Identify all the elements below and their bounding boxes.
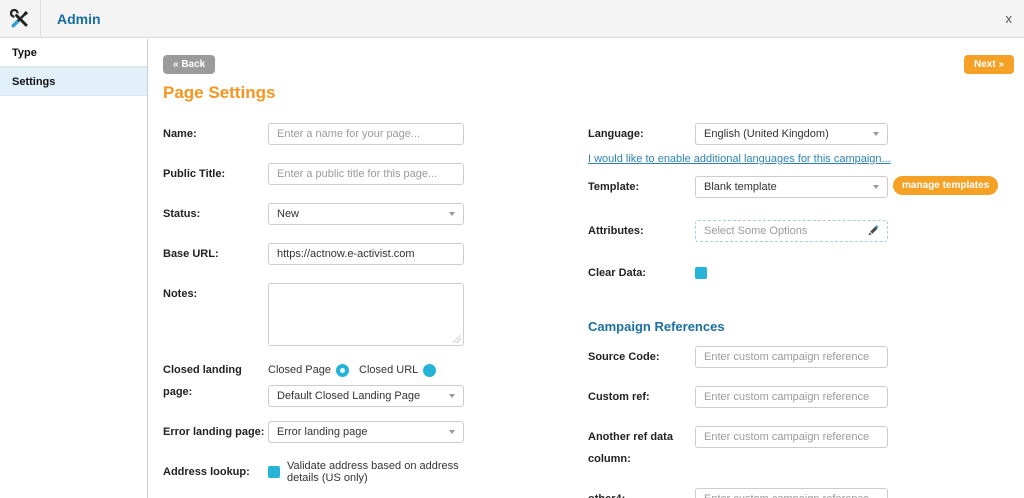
status-row: Status: New: [163, 203, 483, 225]
public-title-row: Public Title:: [163, 163, 483, 185]
status-select-value: New: [277, 208, 300, 220]
resize-grip-icon[interactable]: [452, 334, 461, 343]
public-title-input[interactable]: [268, 163, 464, 185]
closed-url-option-label: Closed URL: [359, 364, 419, 376]
notes-label: Notes:: [163, 288, 198, 300]
address-lookup-checkbox[interactable]: [268, 466, 280, 478]
custom-ref-input[interactable]: [695, 386, 888, 408]
source-code-input[interactable]: [695, 346, 888, 368]
address-lookup-field: Validate address based on address detail…: [268, 460, 483, 484]
name-input[interactable]: [268, 123, 464, 145]
clear-data-row: Clear Data:: [588, 262, 1024, 284]
pencil-icon[interactable]: [867, 225, 879, 237]
other4-input[interactable]: [695, 488, 888, 498]
status-select[interactable]: New: [268, 203, 464, 225]
template-select-value: Blank template: [704, 181, 777, 193]
closed-landing-label: Closed landing page:: [163, 364, 242, 398]
closed-landing-radios: Closed Page Closed URL: [268, 361, 464, 379]
template-row: Template: Blank template manage template…: [588, 176, 1024, 198]
settings-left-column: Name: Public Title: Status: New Base URL…: [163, 116, 483, 498]
closed-landing-select[interactable]: Default Closed Landing Page: [268, 385, 464, 407]
base-url-input[interactable]: [268, 243, 464, 265]
another-ref-row: Another ref data column:: [588, 426, 1024, 470]
sidebar-item-settings[interactable]: Settings: [0, 67, 147, 96]
page-title: Page Settings: [163, 83, 276, 102]
next-button[interactable]: Next »: [963, 55, 1014, 74]
closed-page-option-label: Closed Page: [268, 364, 331, 376]
close-icon[interactable]: x: [1005, 11, 1013, 26]
closed-page-radio[interactable]: [336, 363, 349, 377]
address-lookup-text: Validate address based on address detail…: [287, 460, 459, 484]
clear-data-checkbox[interactable]: [695, 267, 707, 279]
public-title-label: Public Title:: [163, 168, 226, 180]
name-label: Name:: [163, 128, 197, 140]
sidebar: Type Settings: [0, 39, 148, 498]
back-button[interactable]: « Back: [163, 55, 216, 74]
other4-label: other4:: [588, 488, 695, 498]
additional-languages-link[interactable]: I would like to enable additional langua…: [588, 153, 891, 165]
chevron-down-icon: [873, 185, 879, 189]
other4-row: other4:: [588, 488, 1024, 498]
app-header: Admin x: [0, 0, 1024, 38]
status-label: Status:: [163, 208, 201, 220]
notes-textarea[interactable]: [268, 283, 464, 346]
language-select[interactable]: English (United Kingdom): [695, 123, 888, 145]
source-code-row: Source Code:: [588, 346, 1024, 368]
tools-icon: [0, 0, 41, 38]
custom-ref-label: Custom ref:: [588, 391, 650, 403]
chevron-down-icon: [873, 132, 879, 136]
manage-templates-button[interactable]: manage templates: [893, 176, 999, 195]
main-content: « Back Next » Page Settings Name: Public…: [149, 39, 1024, 498]
chevron-down-icon: [449, 212, 455, 216]
settings-right-column: Language: English (United Kingdom) I wou…: [588, 116, 1024, 498]
chevron-down-icon: [449, 430, 455, 434]
error-landing-row: Error landing page: Error landing page: [163, 421, 483, 443]
template-select[interactable]: Blank template: [695, 176, 888, 198]
clear-data-field: [695, 262, 707, 284]
closed-landing-row: Closed landing page: Closed Page Closed …: [163, 359, 483, 407]
closed-url-radio[interactable]: [423, 363, 437, 377]
language-row: Language: English (United Kingdom): [588, 123, 1024, 145]
another-ref-label: Another ref data column:: [588, 431, 673, 465]
chevron-down-icon: [449, 394, 455, 398]
attributes-placeholder: Select Some Options: [704, 225, 808, 237]
template-label: Template:: [588, 181, 640, 193]
address-lookup-label: Address lookup:: [163, 466, 250, 478]
language-select-value: English (United Kingdom): [704, 128, 829, 140]
source-code-label: Source Code:: [588, 351, 660, 363]
attributes-row: Attributes: Select Some Options: [588, 220, 1024, 242]
error-landing-select-value: Error landing page: [277, 426, 368, 438]
error-landing-select[interactable]: Error landing page: [268, 421, 464, 443]
additional-languages-row: I would like to enable additional langua…: [588, 153, 1024, 165]
sidebar-item-type[interactable]: Type: [0, 39, 147, 67]
closed-landing-select-value: Default Closed Landing Page: [277, 390, 421, 402]
page-header-title: Admin: [57, 11, 101, 27]
base-url-row: Base URL:: [163, 243, 483, 265]
campaign-references-heading: Campaign References: [588, 319, 725, 334]
attributes-input[interactable]: Select Some Options: [695, 220, 888, 242]
campaign-references-heading-row: Campaign References: [588, 319, 1024, 334]
error-landing-label: Error landing page:: [163, 426, 265, 438]
base-url-label: Base URL:: [163, 248, 219, 260]
address-lookup-row: Address lookup: Validate address based o…: [163, 460, 483, 484]
custom-ref-row: Custom ref:: [588, 386, 1024, 408]
name-row: Name:: [163, 123, 483, 145]
attributes-label: Attributes:: [588, 225, 644, 237]
clear-data-label: Clear Data:: [588, 267, 647, 279]
language-label: Language:: [588, 128, 644, 140]
another-ref-input[interactable]: [695, 426, 888, 448]
closed-landing-field: Closed Page Closed URL Default Closed La…: [268, 359, 464, 407]
notes-row: Notes:: [163, 283, 483, 346]
